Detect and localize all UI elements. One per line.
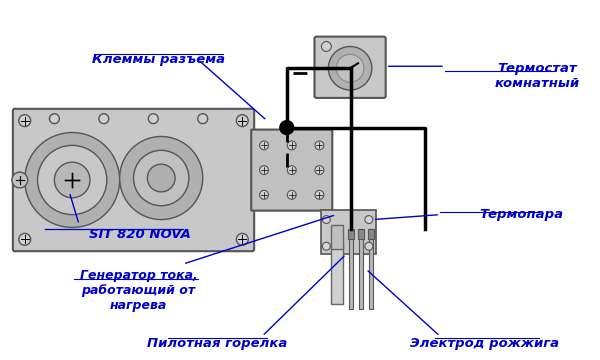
Circle shape [287,141,296,150]
Circle shape [280,121,294,135]
Circle shape [287,190,296,199]
Circle shape [12,172,28,188]
Circle shape [49,114,59,123]
Bar [358,229,364,239]
Text: Генератор тока,
работающий от
нагрева: Генератор тока, работающий от нагрева [80,269,197,312]
Circle shape [315,190,324,199]
FancyBboxPatch shape [314,37,386,98]
Bar [368,229,374,239]
Text: SIT 820 NOVA: SIT 820 NOVA [89,228,191,241]
Bar [369,229,373,309]
Circle shape [19,115,31,127]
Circle shape [315,141,324,150]
Circle shape [365,242,373,250]
Bar [322,210,376,254]
Text: Клеммы разъема: Клеммы разъема [92,53,225,66]
Circle shape [119,136,203,220]
Circle shape [38,145,107,215]
Circle shape [365,216,373,224]
Circle shape [148,114,158,123]
Circle shape [19,233,31,245]
Circle shape [287,166,296,175]
Bar [331,225,343,249]
Text: Электрод рожжига: Электрод рожжига [410,337,559,350]
Circle shape [134,150,189,206]
Bar [349,229,353,309]
Circle shape [236,233,248,245]
Circle shape [236,115,248,127]
Circle shape [55,162,90,198]
FancyBboxPatch shape [251,130,332,211]
Circle shape [25,132,119,228]
Text: Термостат
комнатный: Термостат комнатный [494,62,580,90]
Circle shape [328,46,372,90]
FancyBboxPatch shape [13,109,254,251]
Circle shape [322,41,331,51]
Bar [359,229,363,309]
Text: Термопара: Термопара [479,208,564,221]
Circle shape [198,114,208,123]
Bar [331,244,343,303]
Circle shape [99,114,109,123]
Text: Пилотная горелка: Пилотная горелка [148,337,288,350]
Circle shape [148,164,175,192]
Circle shape [260,141,269,150]
Circle shape [322,242,331,250]
Bar [348,229,354,239]
Circle shape [322,216,331,224]
Circle shape [315,166,324,175]
Circle shape [336,54,364,82]
Circle shape [260,166,269,175]
Circle shape [260,190,269,199]
